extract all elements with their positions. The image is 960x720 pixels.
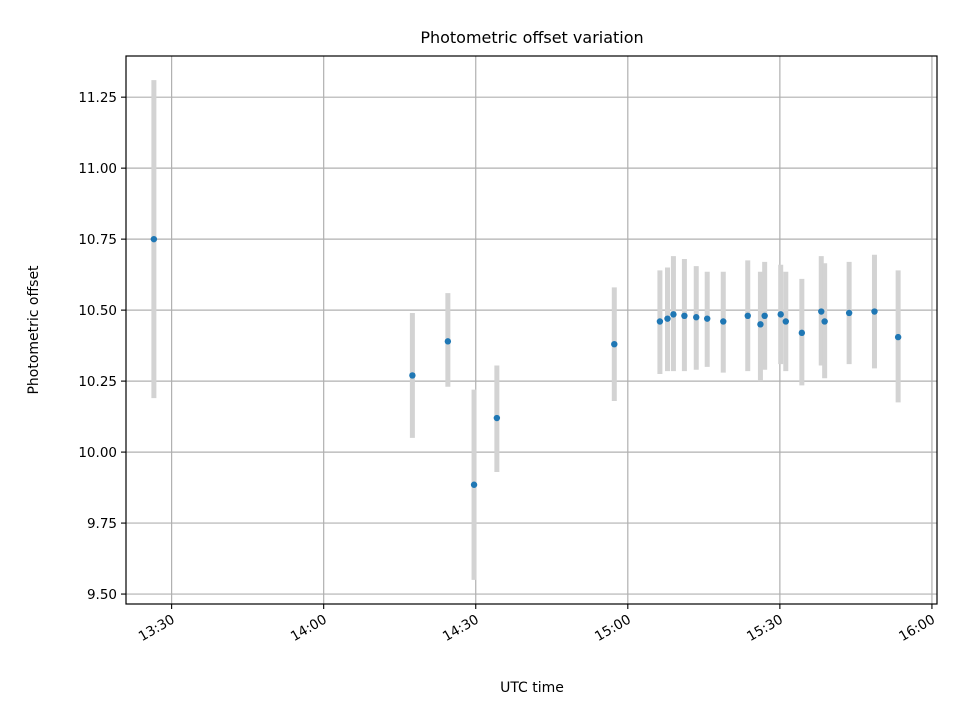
y-tick-label: 10.50 [78,303,117,319]
error-bars [151,80,901,580]
y-tick-label: 11.25 [78,90,117,106]
data-point [845,309,853,317]
data-point [744,312,751,320]
data-point [670,311,677,318]
x-tick-label: 14:30 [440,612,482,645]
data-point [757,321,764,328]
chart-title: Photometric offset variation [420,28,643,47]
data-point [409,372,416,379]
x-tick-label: 13:30 [136,612,178,645]
x-axis-ticks: 13:30 14:00 14:30 15:00 15:30 16:00 [136,604,938,645]
x-axis-label: UTC time [500,680,564,696]
data-point [821,318,828,325]
y-axis-label: Photometric offset [26,265,42,395]
x-tick-label: 15:30 [744,612,786,645]
data-point [611,340,618,348]
data-point [761,312,768,320]
data-point [704,315,711,322]
data-point [444,338,452,345]
data-point [720,318,727,325]
plot-frame [125,55,938,605]
data-point [470,481,478,488]
data-point [150,235,158,243]
data-point [777,311,784,318]
y-tick-label: 10.25 [78,374,117,390]
y-tick-label: 10.00 [78,445,117,461]
y-tick-label: 9.75 [87,516,117,532]
data-points [150,235,902,488]
grid-lines [126,56,937,604]
y-tick-label: 10.75 [78,232,117,248]
data-point [818,308,825,315]
y-tick-label: 11.00 [78,161,117,177]
data-point [656,318,664,325]
x-tick-label: 16:00 [896,612,938,645]
data-point [493,414,501,422]
y-axis-ticks: 9.50 9.75 10.00 10.25 10.50 10.75 11.00 11.25 [78,90,126,603]
data-point [871,308,878,315]
data-point [894,333,902,341]
data-point [782,318,789,325]
data-point [693,314,700,321]
x-tick-label: 15:00 [592,612,634,645]
x-tick-label: 14:00 [288,612,330,645]
data-point [664,315,671,322]
data-point [798,329,806,337]
data-point [681,312,688,320]
y-tick-label: 9.50 [87,587,117,603]
